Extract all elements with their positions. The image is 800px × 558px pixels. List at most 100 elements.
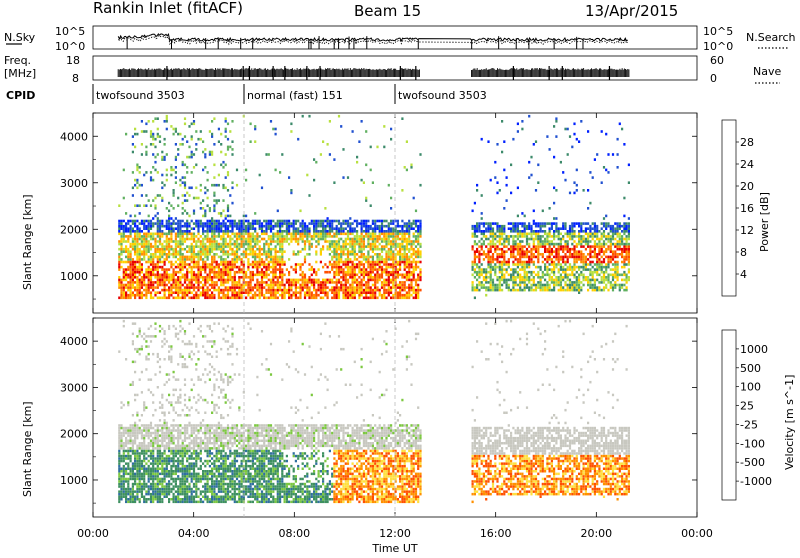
power-cell (275, 266, 277, 269)
power-cell (589, 271, 591, 274)
power-cell (311, 274, 313, 277)
power-cell (191, 151, 193, 154)
power-cell (379, 279, 381, 282)
power-cell (236, 169, 238, 172)
power-cell (365, 256, 367, 259)
power-cell (571, 274, 573, 277)
power-cell (340, 289, 342, 292)
power-cell (345, 291, 347, 294)
power-cell (263, 297, 265, 300)
power-cell (134, 281, 136, 284)
power-cell (573, 286, 575, 289)
power-cell (150, 222, 152, 225)
power-cell (501, 238, 503, 241)
power-cell (204, 222, 206, 225)
power-cell (370, 263, 372, 266)
power-cell (354, 243, 356, 246)
power-cell (220, 143, 222, 146)
power-cell (209, 153, 211, 156)
power-cell (247, 291, 249, 294)
power-cell (186, 212, 188, 215)
power-cell (331, 258, 333, 261)
power-cell (218, 140, 220, 143)
power-cell (241, 240, 243, 243)
power-cell (406, 230, 408, 233)
power-cell (150, 297, 152, 300)
power-cell (157, 235, 159, 238)
power-cell (270, 222, 272, 225)
power-cell (157, 291, 159, 294)
power-cell (354, 289, 356, 292)
power-cell (207, 258, 209, 261)
power-cell (528, 222, 530, 225)
power-cell (211, 258, 213, 261)
power-cell (342, 222, 344, 225)
power-cell (492, 268, 494, 271)
power-cell (496, 289, 498, 292)
power-cell (256, 240, 258, 243)
power-cell (501, 151, 503, 154)
power-cell (338, 274, 340, 277)
power-cell (213, 207, 215, 210)
power-cell (141, 297, 143, 300)
power-cell (342, 291, 344, 294)
power-cell (238, 222, 240, 225)
power-cell (207, 297, 209, 300)
power-cell (200, 294, 202, 297)
power-cell (358, 245, 360, 248)
power-cell (218, 222, 220, 225)
power-cell (546, 281, 548, 284)
power-cell (265, 220, 267, 223)
power-cell (349, 274, 351, 277)
power-cell (288, 279, 290, 282)
power-cell (549, 284, 551, 287)
power-cell (225, 233, 227, 236)
power-cell (252, 297, 254, 300)
power-cell (164, 138, 166, 141)
power-cell (417, 253, 419, 256)
power-cell (555, 135, 557, 138)
power-cell (141, 253, 143, 256)
power-cell (118, 230, 120, 233)
power-cell (537, 225, 539, 228)
power-cell (281, 153, 283, 156)
power-cell (404, 281, 406, 284)
power-cell (535, 256, 537, 259)
power-cell (537, 253, 539, 256)
power-cell (361, 248, 363, 251)
power-cell (540, 222, 542, 225)
power-cell (245, 291, 247, 294)
power-cell (499, 271, 501, 274)
power-cell (390, 256, 392, 259)
power-cell (245, 227, 247, 230)
power-cell (220, 227, 222, 230)
power-cell (295, 297, 297, 300)
power-cell (549, 243, 551, 246)
power-cell (487, 276, 489, 279)
power-cell (533, 220, 535, 223)
power-cell (157, 227, 159, 230)
power-cell (136, 286, 138, 289)
power-cell (329, 248, 331, 251)
power-cell (370, 248, 372, 251)
power-cell (419, 233, 421, 236)
power-cell (130, 279, 132, 282)
power-cell (558, 263, 560, 266)
power-cell (263, 243, 265, 246)
power-cell (370, 289, 372, 292)
power-cell (229, 268, 231, 271)
power-cell (354, 245, 356, 248)
power-cell (159, 250, 161, 253)
power-cell (188, 194, 190, 197)
power-cell (573, 248, 575, 251)
power-cell (385, 266, 387, 269)
power-cell (546, 268, 548, 271)
power-cell (130, 258, 132, 261)
power-cell (503, 230, 505, 233)
power-cell (336, 268, 338, 271)
power-cell (524, 284, 526, 287)
power-cell (313, 225, 315, 228)
power-cell (318, 294, 320, 297)
power-cell (299, 225, 301, 228)
power-cell (501, 120, 503, 123)
